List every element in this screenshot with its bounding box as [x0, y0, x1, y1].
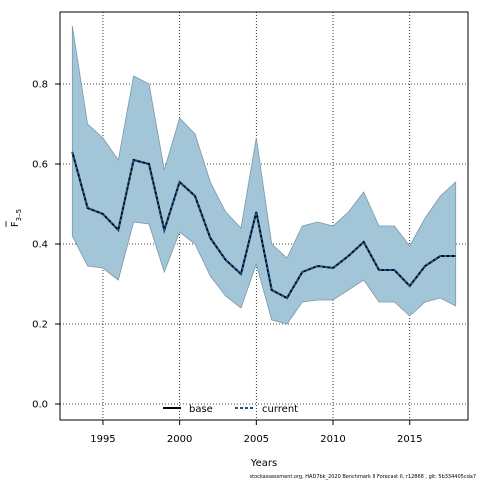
x-tick-label: 2010 — [320, 434, 345, 445]
legend: base current — [163, 404, 298, 415]
svg-text:F3–5: F3–5 — [10, 209, 23, 227]
x-tick-label: 2015 — [397, 434, 422, 445]
y-axis-label-main: F — [10, 221, 21, 227]
y-axis-label-sub: 3–5 — [15, 209, 23, 221]
footer-credit: stockassessment.org, HAD7bk_2020 Benchma… — [250, 474, 477, 480]
x-axis-label: Years — [250, 458, 277, 469]
y-tick-label: 0.6 — [32, 160, 48, 171]
axes: 1995 2000 2005 2010 2015 0.0 0.2 0.4 0.6 0.8 — [32, 80, 422, 446]
current-series-line — [71, 151, 456, 300]
x-tick-label: 2005 — [244, 434, 269, 445]
legend-current-label: current — [262, 404, 298, 415]
x-tick-label: 2000 — [167, 434, 192, 445]
y-tick-label: 0.8 — [32, 80, 48, 91]
y-tick-label: 0.4 — [32, 240, 48, 251]
y-tick-label: 0.0 — [32, 400, 48, 411]
x-tick-label: 1995 — [90, 434, 115, 445]
confidence-band — [71, 25, 457, 325]
y-axis-label: F3–5 — [10, 209, 23, 227]
plot-border — [59, 11, 469, 421]
legend-base-label: base — [189, 404, 213, 415]
y-tick-label: 0.2 — [32, 320, 48, 331]
